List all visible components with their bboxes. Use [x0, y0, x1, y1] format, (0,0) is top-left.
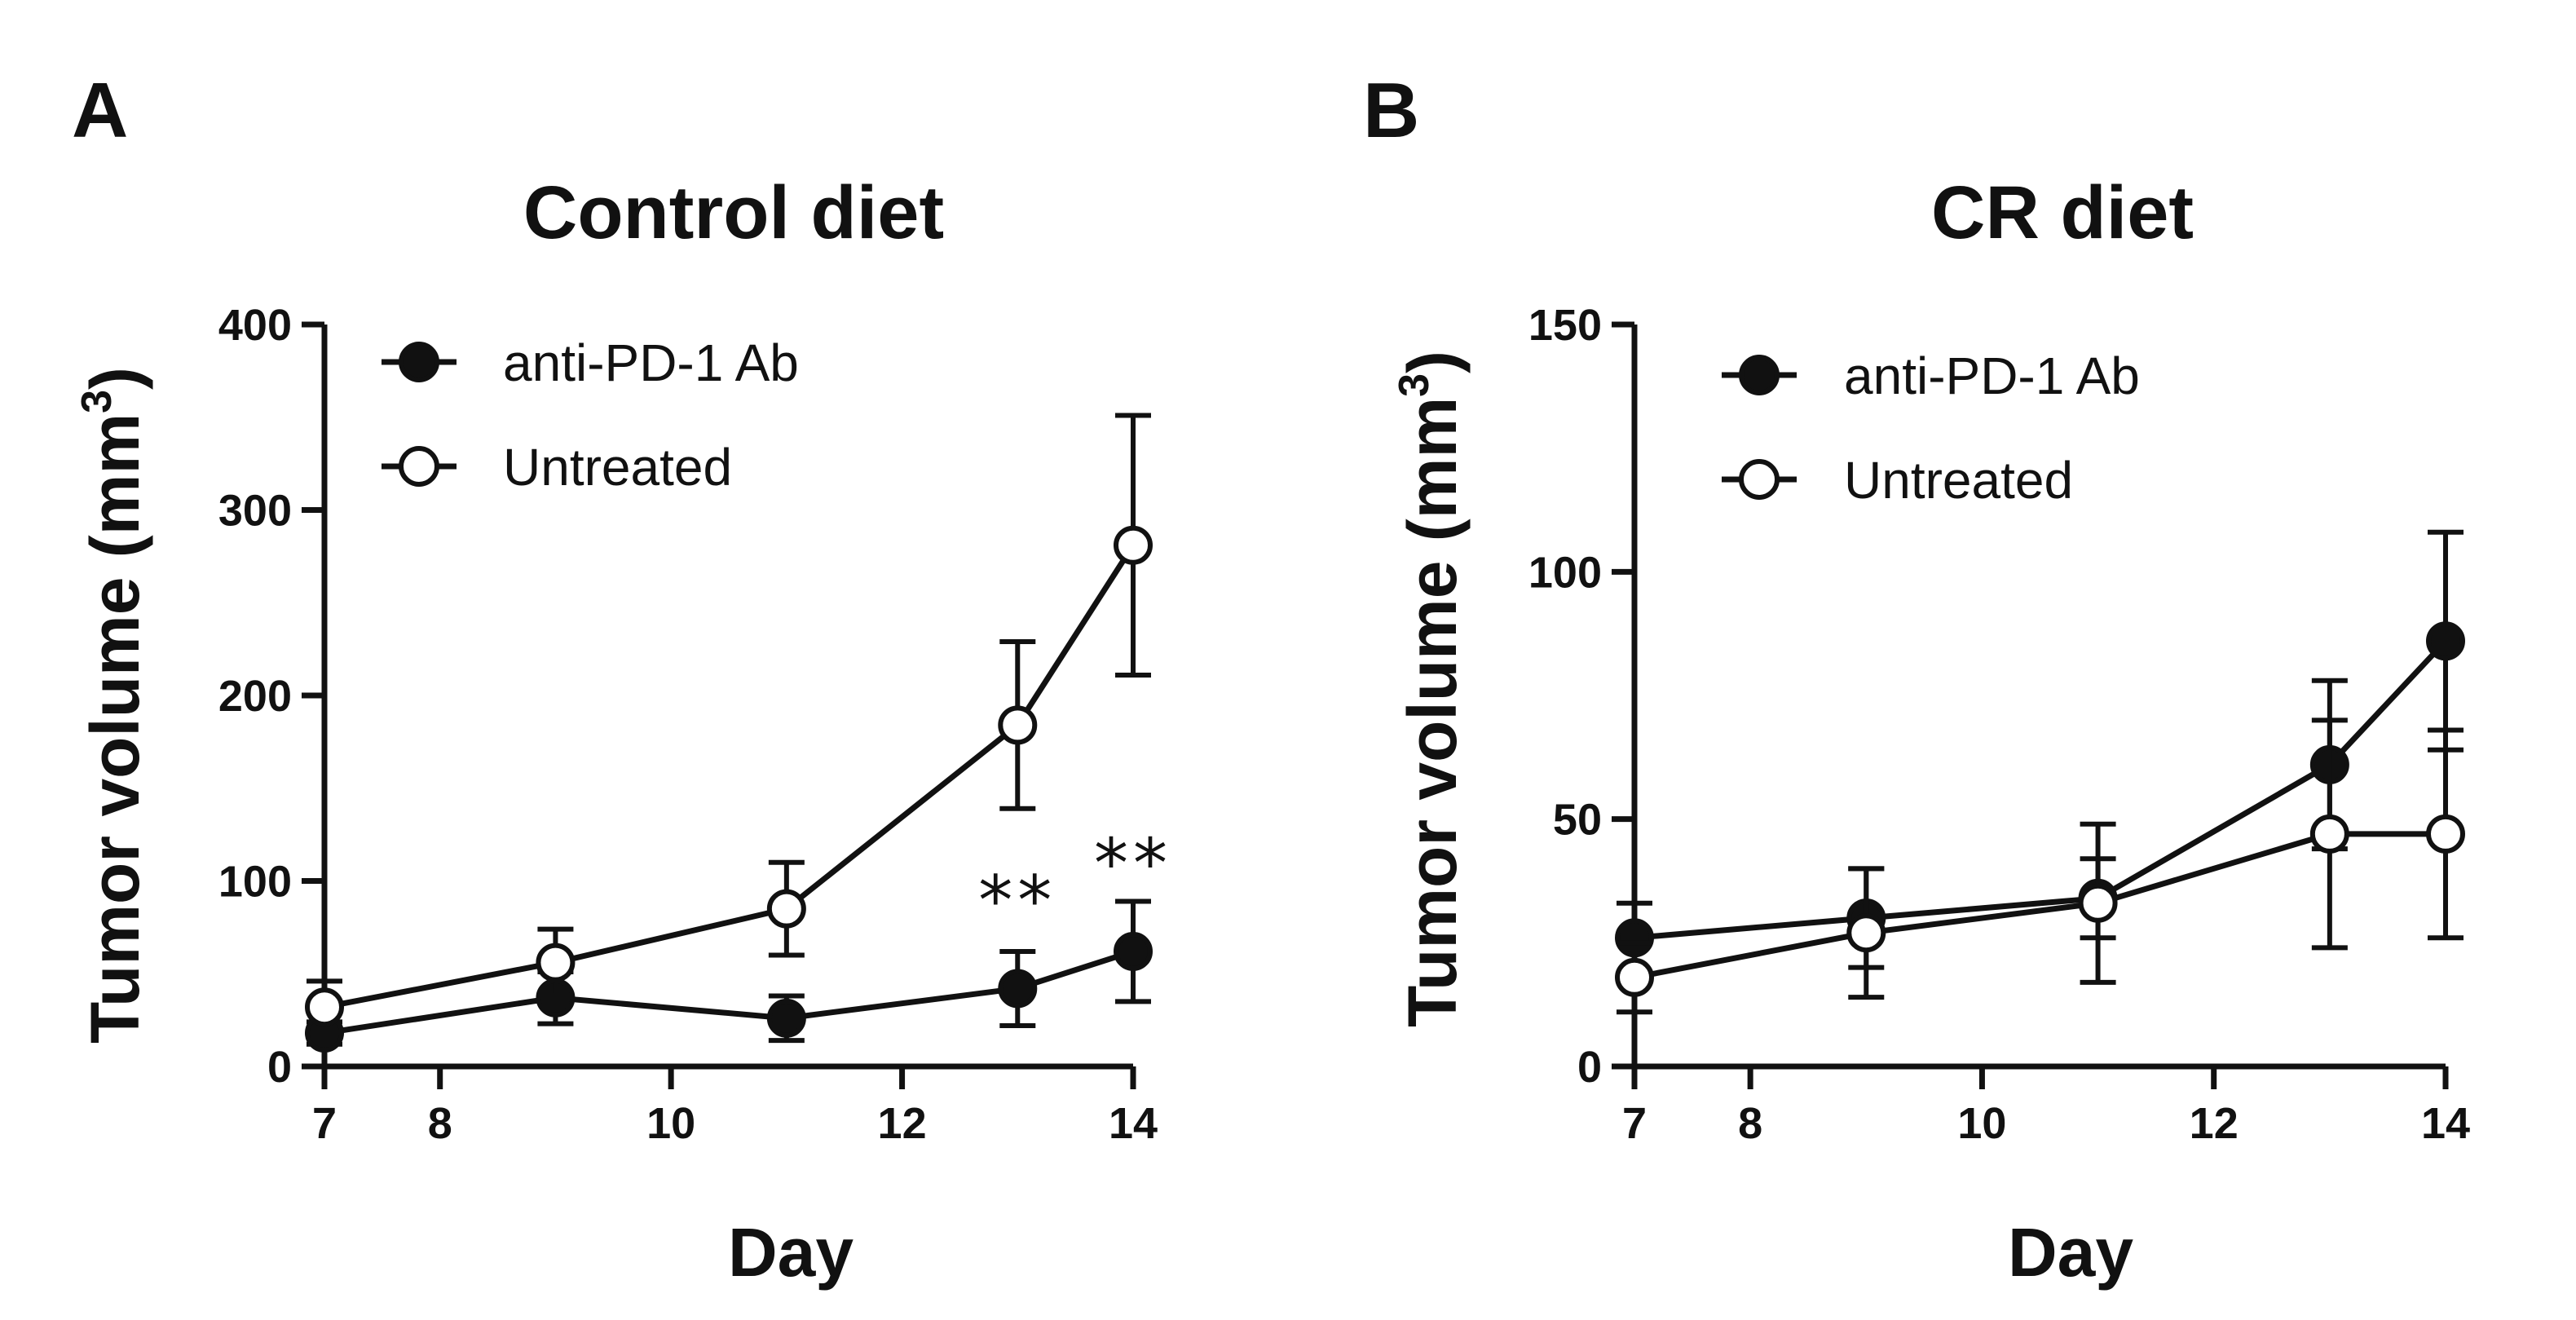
data-point [998, 969, 1038, 1009]
y-axis-label-b: Tumor volume (mm3) [1391, 351, 1471, 1027]
data-point [2309, 814, 2349, 854]
series-a-1 [305, 413, 1153, 1036]
data-point [305, 987, 344, 1027]
legend-label-untreated-b: Untreated [1844, 451, 2073, 510]
data-point [998, 705, 1038, 745]
x-axis-label-a: Day [728, 1214, 854, 1291]
x-tick-label-b: 8 [1738, 1099, 1762, 1148]
data-point [2078, 883, 2118, 923]
x-tick-label-a: 14 [1109, 1099, 1158, 1148]
x-tick-label-a: 8 [428, 1099, 452, 1148]
data-point [1615, 957, 1654, 997]
y-tick-label-b: 0 [1577, 1043, 1602, 1092]
data-point [766, 998, 806, 1038]
x-axis-label-b: Day [2008, 1214, 2133, 1291]
legend-marker-filled-icon [399, 342, 439, 382]
data-point [1846, 913, 1886, 953]
legend-b: anti-PD-1 Ab Untreated [1722, 347, 2140, 510]
panel-a: A Control diet Day Tumor volume (mm3) an… [72, 67, 1172, 1291]
series-line [1634, 638, 2448, 941]
legend-a: anti-PD-1 Ab Untreated [382, 333, 799, 497]
data-point [1114, 525, 1153, 565]
series-b-1 [1615, 717, 2465, 1015]
y-tick-label-b: 50 [1553, 796, 1602, 845]
legend-label-untreated-a: Untreated [503, 438, 732, 497]
y-axis-label-a: Tumor volume (mm3) [73, 367, 153, 1044]
x-tick-label-a: 12 [878, 1099, 927, 1148]
panel-b: B CR diet Day Tumor volume (mm3) anti-PD… [1363, 67, 2470, 1291]
legend-marker-open-icon [1739, 459, 1780, 500]
panel-letter-b: B [1363, 67, 1419, 154]
annotation-a-1: ** [1094, 823, 1172, 903]
y-tick-label-a: 300 [218, 487, 292, 536]
y-tick-label-a: 400 [218, 301, 292, 350]
panel-letter-a: A [72, 67, 128, 154]
x-tick-label-a: 7 [312, 1099, 337, 1148]
chart-title-b: CR diet [1931, 171, 2194, 254]
data-point [2426, 621, 2465, 661]
legend-marker-filled-icon [1739, 355, 1780, 395]
annotation-a-0: ** [978, 860, 1056, 940]
chart-title-a: Control diet [523, 171, 944, 254]
data-point [766, 889, 806, 929]
y-tick-label-b: 100 [1528, 548, 1602, 597]
legend-label-anti-pd1-b: anti-PD-1 Ab [1844, 347, 2140, 405]
data-point [1114, 931, 1153, 971]
data-point [536, 943, 576, 982]
data-point [2426, 814, 2465, 854]
y-tick-label-a: 0 [267, 1043, 292, 1092]
x-tick-label-a: 10 [646, 1099, 695, 1148]
legend-marker-open-icon [399, 446, 439, 487]
y-tick-label-b: 150 [1528, 301, 1602, 350]
x-tick-label-b: 14 [2421, 1099, 2470, 1148]
series-b-0 [1615, 529, 2465, 975]
x-tick-label-b: 10 [1957, 1099, 2006, 1148]
x-tick-label-b: 12 [2190, 1099, 2239, 1148]
x-tick-label-b: 7 [1622, 1099, 1647, 1148]
y-tick-label-a: 200 [218, 672, 292, 721]
legend-label-anti-pd1-a: anti-PD-1 Ab [503, 333, 799, 392]
y-tick-label-a: 100 [218, 858, 292, 907]
